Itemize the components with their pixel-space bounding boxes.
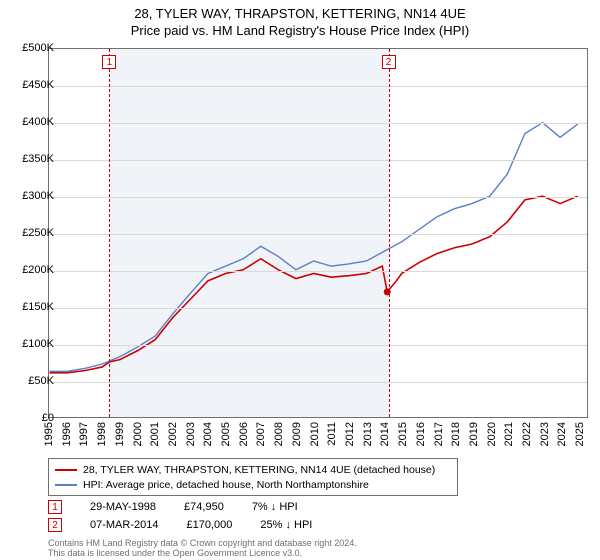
legend-label: HPI: Average price, detached house, Nort… — [83, 479, 369, 491]
y-axis-label: £150K — [8, 301, 54, 313]
x-axis-label: 2008 — [273, 422, 285, 446]
y-axis-label: £250K — [8, 227, 54, 239]
page-title: 28, TYLER WAY, THRAPSTON, KETTERING, NN1… — [0, 6, 600, 21]
sale-row: 2 07-MAR-2014 £170,000 25% ↓ HPI — [48, 518, 312, 532]
x-axis-label: 1999 — [114, 422, 126, 446]
x-axis-label: 2007 — [255, 422, 267, 446]
x-axis-label: 2015 — [397, 422, 409, 446]
attribution-line: This data is licensed under the Open Gov… — [48, 548, 357, 558]
legend-label: 28, TYLER WAY, THRAPSTON, KETTERING, NN1… — [83, 464, 435, 476]
x-axis-label: 2006 — [238, 422, 250, 446]
x-axis-label: 2005 — [220, 422, 232, 446]
x-axis-label: 2021 — [503, 422, 515, 446]
x-axis-label: 2010 — [309, 422, 321, 446]
x-axis-label: 2012 — [344, 422, 356, 446]
x-axis-label: 1998 — [96, 422, 108, 446]
chart-svg — [49, 49, 587, 417]
y-axis-label: £500K — [8, 42, 54, 54]
attribution-line: Contains HM Land Registry data © Crown c… — [48, 538, 357, 548]
sale-date: 07-MAR-2014 — [90, 519, 158, 531]
x-axis-label: 2009 — [291, 422, 303, 446]
price-chart: 12 — [48, 48, 588, 418]
x-axis-label: 2001 — [149, 422, 161, 446]
y-axis-label: £50K — [8, 375, 54, 387]
x-axis-label: 2020 — [486, 422, 498, 446]
legend-item: HPI: Average price, detached house, Nort… — [55, 477, 451, 492]
marker-icon: 2 — [382, 55, 396, 69]
legend: 28, TYLER WAY, THRAPSTON, KETTERING, NN1… — [48, 458, 458, 496]
x-axis-label: 2000 — [132, 422, 144, 446]
y-axis-label: £350K — [8, 153, 54, 165]
x-axis-label: 2018 — [450, 422, 462, 446]
x-axis-label: 2014 — [379, 422, 391, 446]
x-axis-label: 2025 — [574, 422, 586, 446]
sale-row: 1 29-MAY-1998 £74,950 7% ↓ HPI — [48, 500, 298, 514]
x-axis-label: 1996 — [61, 422, 73, 446]
marker-icon: 1 — [102, 55, 116, 69]
sale-delta: 25% ↓ HPI — [260, 519, 312, 531]
x-axis-label: 1995 — [43, 422, 55, 446]
x-axis-label: 2002 — [167, 422, 179, 446]
y-axis-label: £450K — [8, 79, 54, 91]
y-axis-label: £300K — [8, 190, 54, 202]
x-axis-label: 1997 — [78, 422, 90, 446]
y-axis-label: £200K — [8, 264, 54, 276]
x-axis-label: 2017 — [433, 422, 445, 446]
page-subtitle: Price paid vs. HM Land Registry's House … — [0, 23, 600, 38]
sale-price: £170,000 — [186, 519, 232, 531]
x-axis-label: 2011 — [326, 422, 338, 446]
x-axis-label: 2016 — [415, 422, 427, 446]
x-axis-label: 2023 — [539, 422, 551, 446]
x-axis-label: 2024 — [556, 422, 568, 446]
sale-date: 29-MAY-1998 — [90, 501, 156, 513]
marker-icon: 1 — [48, 500, 62, 514]
sale-delta: 7% ↓ HPI — [252, 501, 298, 513]
x-axis-label: 2013 — [362, 422, 374, 446]
y-axis-label: £400K — [8, 116, 54, 128]
legend-swatch-icon — [55, 484, 77, 486]
legend-item: 28, TYLER WAY, THRAPSTON, KETTERING, NN1… — [55, 462, 451, 477]
marker-icon: 2 — [48, 518, 62, 532]
y-axis-label: £100K — [8, 338, 54, 350]
x-axis-label: 2003 — [185, 422, 197, 446]
x-axis-label: 2022 — [521, 422, 533, 446]
x-axis-label: 2004 — [202, 422, 214, 446]
sale-price: £74,950 — [184, 501, 224, 513]
legend-swatch-icon — [55, 469, 77, 471]
attribution: Contains HM Land Registry data © Crown c… — [48, 538, 357, 559]
x-axis-label: 2019 — [468, 422, 480, 446]
